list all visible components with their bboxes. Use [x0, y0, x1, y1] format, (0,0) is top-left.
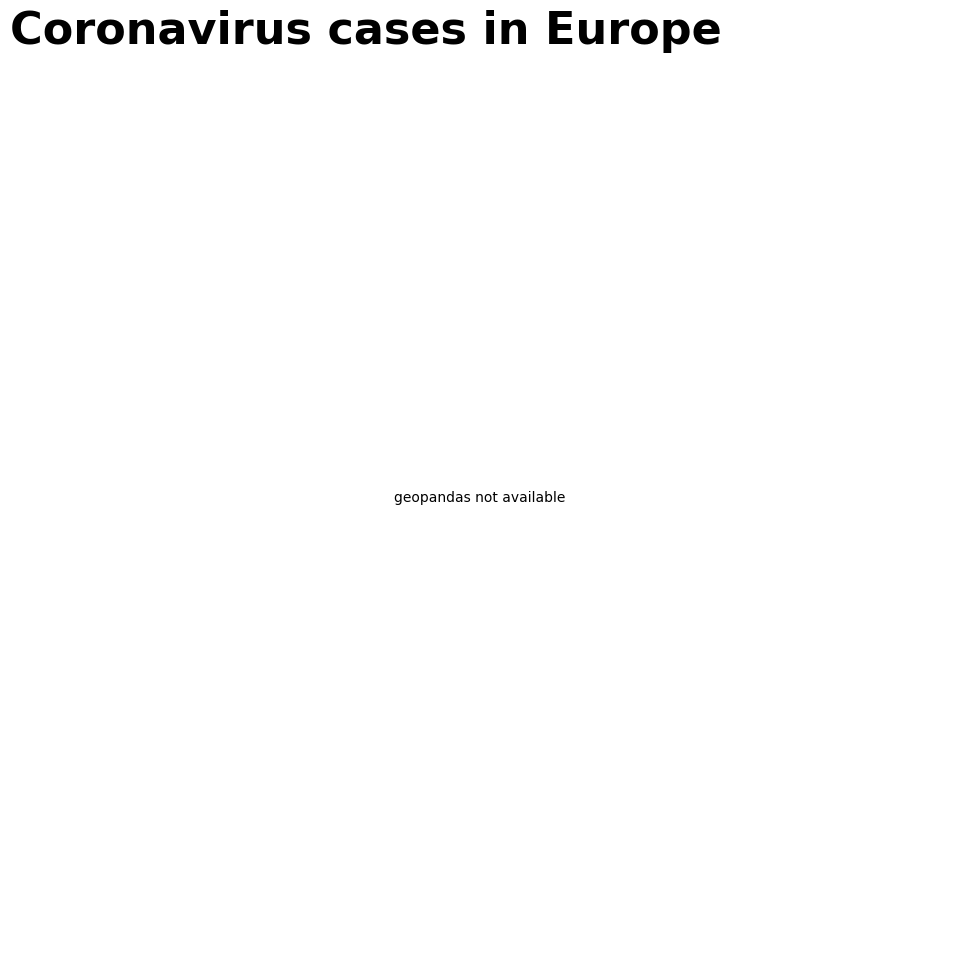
Text: geopandas not available: geopandas not available — [395, 491, 565, 505]
Text: Coronavirus cases in Europe: Coronavirus cases in Europe — [10, 10, 721, 53]
